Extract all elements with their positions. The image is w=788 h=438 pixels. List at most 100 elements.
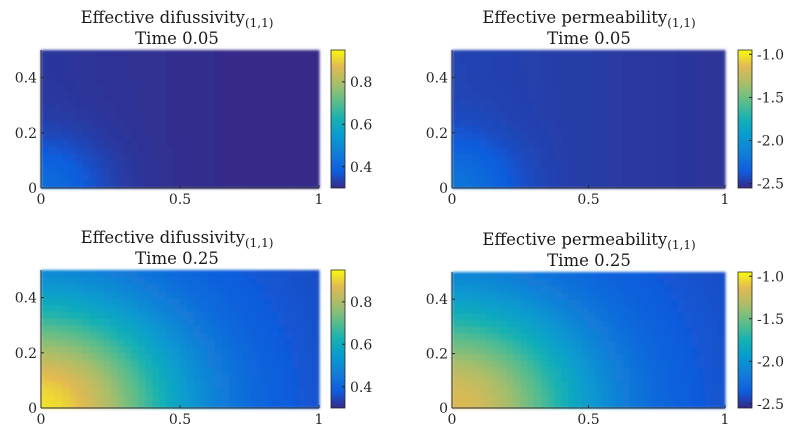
heatmap-cell (711, 70, 719, 79)
heatmap-cell (527, 132, 535, 141)
heatmap-cell (186, 380, 195, 388)
heatmap-cell (214, 77, 223, 86)
heatmap-cell (670, 353, 678, 361)
heatmap-cell (547, 63, 555, 72)
heatmap-cell (499, 272, 508, 280)
heatmap-cell (166, 77, 174, 86)
heatmap-cell (131, 359, 139, 368)
heatmap-cell (61, 283, 70, 292)
heatmap-cell (472, 367, 480, 375)
heatmap-cell (270, 311, 278, 319)
heatmap-cell (568, 374, 576, 382)
heatmap-cell (82, 70, 91, 79)
heatmap-cell (291, 181, 299, 189)
heatmap-cell (193, 50, 202, 58)
heatmap-cell (479, 139, 487, 148)
heatmap-cell (533, 285, 542, 293)
heatmap-cell (499, 125, 508, 134)
heatmap-cell (256, 359, 264, 368)
heatmap-cell (608, 70, 617, 79)
heatmap-cell (472, 105, 480, 113)
heatmap-cell (117, 311, 125, 319)
heatmap-cell (103, 84, 112, 92)
heatmap-cell (145, 318, 153, 326)
heatmap-cell (270, 84, 278, 92)
colorbar-tick-label: 0.4 (350, 160, 372, 176)
heatmap-cell (298, 70, 306, 79)
heatmap-cell (649, 272, 658, 280)
heatmap-cell (520, 340, 528, 348)
heatmap-cell (704, 105, 712, 113)
heatmap-cell (670, 174, 678, 182)
heatmap-cell (138, 345, 146, 354)
heatmap-cell (540, 105, 549, 113)
heatmap-cell (663, 312, 671, 321)
heatmap-cell (656, 50, 665, 58)
heatmap-cell (89, 63, 98, 72)
heatmap-cell (82, 359, 91, 368)
heatmap-cell (68, 112, 77, 120)
heatmap-cell (214, 174, 223, 182)
heatmap-cell (103, 290, 112, 299)
heatmap-cell (574, 326, 583, 334)
heatmap-cell (492, 285, 501, 293)
heatmap-cell (704, 132, 712, 141)
heatmap-cell (465, 98, 474, 106)
heatmap-cell (207, 132, 216, 141)
heatmap-cell (291, 352, 299, 361)
heatmap-cell (568, 63, 576, 72)
heatmap-cell (718, 278, 726, 287)
heatmap-cell (540, 367, 549, 375)
heatmap-cell (643, 153, 651, 161)
heatmap-cell (643, 333, 651, 341)
heatmap-cell (540, 340, 549, 348)
heatmap-cell (193, 84, 202, 92)
heatmap-cell (615, 167, 624, 175)
heatmap-cell (145, 153, 153, 161)
heatmap-cell (711, 367, 719, 375)
heatmap-cell (68, 56, 77, 65)
heatmap-cell (615, 105, 624, 113)
heatmap-cell (256, 160, 264, 168)
heatmap-cell (47, 352, 56, 361)
heatmap-cell (499, 387, 508, 395)
heatmap-cell (581, 174, 590, 182)
heatmap-cell (533, 346, 542, 355)
heatmap-cell (284, 160, 292, 168)
heatmap-cell (595, 63, 603, 72)
heatmap-cell (61, 84, 70, 92)
heatmap-cell (291, 112, 299, 120)
heatmap-cell (649, 306, 658, 314)
heatmap-cell (588, 380, 596, 389)
heatmap-cell (291, 366, 299, 375)
heatmap-cell (159, 283, 167, 292)
heatmap-cell (458, 401, 467, 409)
heatmap-cell (499, 63, 508, 72)
heatmap-cell (608, 91, 617, 99)
heatmap-cell (499, 146, 508, 155)
heatmap-cell (159, 167, 167, 175)
heatmap-cell (588, 119, 596, 127)
heatmap-cell (622, 306, 631, 314)
heatmap-cell (677, 394, 685, 402)
heatmap-cell (595, 326, 603, 334)
heatmap-cell (643, 167, 651, 175)
heatmap-cell (492, 374, 501, 382)
heatmap-cell (622, 367, 631, 375)
heatmap-cell (547, 50, 555, 58)
heatmap-cell (228, 290, 237, 299)
heatmap-cell (96, 174, 105, 182)
heatmap-cell (540, 56, 549, 65)
heatmap-cell (704, 394, 712, 402)
heatmap-cell (499, 167, 508, 175)
heatmap-cell (180, 63, 188, 72)
heatmap-cell (180, 98, 188, 106)
colorbar (737, 271, 753, 409)
heatmap-cell (145, 270, 153, 278)
heatmap-cell (54, 401, 63, 409)
heatmap-cell (581, 98, 590, 106)
heatmap-cell (711, 56, 719, 65)
heatmap-cell (711, 340, 719, 348)
heatmap-cell (68, 311, 77, 319)
heatmap-cell (581, 367, 590, 375)
